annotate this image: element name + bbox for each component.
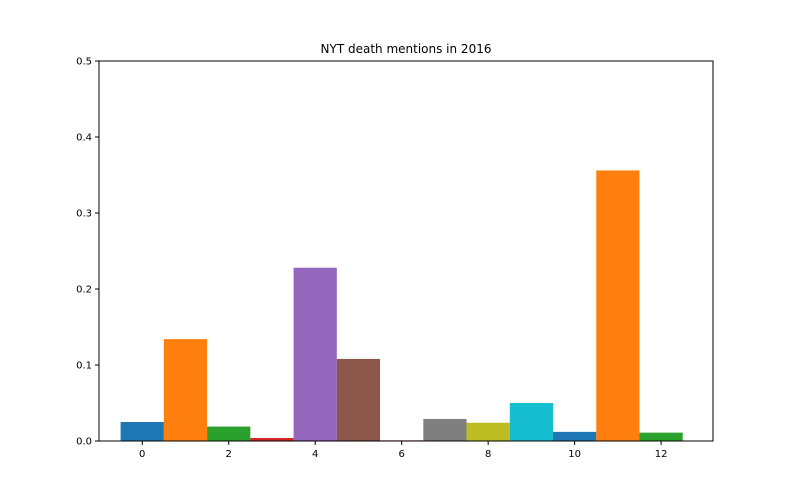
bar-11 [596,170,640,441]
y-tick-label: 0.1 [76,361,92,372]
chart-title: NYT death mentions in 2016 [321,42,492,56]
bar-10 [553,431,597,441]
x-tick-label: 4 [312,449,318,460]
x-tick-label: 0 [139,449,145,460]
x-tick-label: 10 [568,449,581,460]
y-tick-label: 0.4 [76,133,92,144]
y-tick-label: 0.0 [76,437,92,448]
bar-1 [163,339,208,441]
x-tick-label: 12 [655,449,668,460]
bar-0 [120,422,164,441]
plot-frame [98,60,714,442]
x-axis-ticks: 0 2 4 6 8 10 12 [139,441,667,460]
bar-12 [639,432,683,441]
bar-4 [293,267,337,441]
bar-5 [336,358,381,441]
y-tick-label: 0.3 [76,209,92,220]
bar-7 [423,418,467,441]
x-tick-label: 2 [226,449,232,460]
bar-9 [509,403,554,441]
bar-2 [207,426,251,441]
bar-8 [466,422,510,441]
y-tick-label: 0.2 [76,285,92,296]
x-tick-label: 6 [398,449,404,460]
y-tick-label: 0.5 [76,57,92,68]
y-axis-ticks: 0.0 0.1 0.2 0.3 0.4 0.5 [76,57,99,448]
bar-3 [250,437,294,441]
bars-group [120,170,683,441]
x-tick-label: 8 [485,449,491,460]
